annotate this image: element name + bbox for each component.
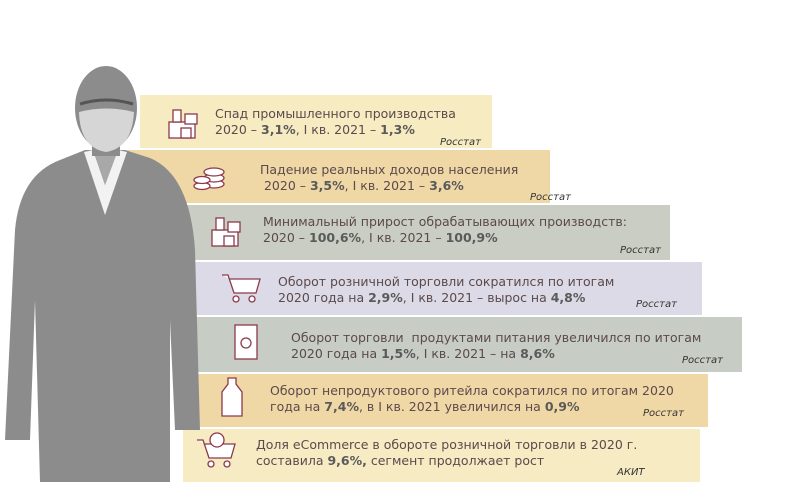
bold-value: 0,9% xyxy=(544,399,580,414)
text-line: 2020 года на 2,9%, I кв. 2021 – вырос на… xyxy=(278,290,585,305)
text-line: Доля eCommerce в обороте розничной торго… xyxy=(256,437,637,452)
text-line: 2020 – 100,6%, I кв. 2021 – 100,9% xyxy=(263,230,498,245)
icon-part xyxy=(221,377,243,417)
text-line: Оборот торговли продуктами питания увели… xyxy=(291,330,701,345)
source: Росстат xyxy=(620,245,661,256)
icon-part xyxy=(223,460,231,468)
text-segment: 2020 – xyxy=(215,122,262,137)
text-segment: Доля eCommerce в обороте розничной торго… xyxy=(256,437,638,452)
text-segment: 2020 – xyxy=(263,230,310,245)
text-segment: , I кв. 2021 – xyxy=(295,122,381,137)
icon-part xyxy=(207,460,215,468)
icon-part xyxy=(180,127,192,139)
icon-part xyxy=(222,274,261,294)
text-segment: Оборот розничной торговли сократился по … xyxy=(278,274,615,289)
bar xyxy=(175,317,742,372)
bold-value: 7,4% xyxy=(324,399,359,414)
icon-part xyxy=(197,439,236,459)
source: Росстат xyxy=(682,355,723,366)
bar xyxy=(183,429,700,482)
bar xyxy=(185,262,702,315)
text-line: Спад промышленного производства xyxy=(215,106,456,121)
text-segment: сегмент продолжает рост xyxy=(366,453,545,468)
text-line: Оборот непродуктового ритейла сократился… xyxy=(270,383,674,398)
icon-part xyxy=(248,295,256,303)
text-line: 2020 – 3,1%, I кв. 2021 – 1,3% xyxy=(215,122,415,137)
text-line: составила 9,6%, сегмент продолжает рост xyxy=(256,453,544,468)
source: Росстат xyxy=(643,408,684,419)
source: Росстат xyxy=(636,299,677,310)
bold-value: 100,6% xyxy=(309,230,362,245)
icon-part xyxy=(227,221,241,233)
bar xyxy=(125,150,550,203)
bold-value: 8,6% xyxy=(520,346,555,361)
text-segment: , I кв. 2021 – на xyxy=(415,346,521,361)
bold-value: 4,8% xyxy=(550,290,586,305)
text-segment: , I кв. 2021 – вырос на xyxy=(402,290,551,305)
icon-part xyxy=(184,113,198,125)
text-segment: Спад промышленного производства xyxy=(215,106,456,121)
text-segment: , в I кв. 2021 увеличился на xyxy=(358,399,545,414)
icon-part xyxy=(223,235,235,247)
text-segment: Оборот торговли продуктами питания увели… xyxy=(291,330,702,345)
source: Росстат xyxy=(440,137,481,148)
bar xyxy=(140,95,492,148)
icon-part xyxy=(203,167,225,177)
bar xyxy=(183,374,708,427)
source: Росстат xyxy=(530,192,571,203)
source: АКИТ xyxy=(617,467,645,478)
icon-part xyxy=(209,432,225,448)
bold-value: 3,6% xyxy=(429,178,464,193)
icon-part xyxy=(240,337,252,349)
text-line: 2020 – 3,5%, I кв. 2021 – 3,6% xyxy=(260,178,464,193)
text-segment: Падение реальных доходов населения xyxy=(260,162,519,177)
bold-value: 1,3% xyxy=(380,122,415,137)
icon-part xyxy=(232,295,240,303)
bold-value: 1,5% xyxy=(381,346,416,361)
text-line: Оборот розничной торговли сократился по … xyxy=(278,274,614,289)
text-segment: 2020 – xyxy=(260,178,310,193)
text-segment: года на xyxy=(270,399,325,414)
bold-value: 2,9% xyxy=(368,290,403,305)
text-segment: Оборот непродуктового ритейла сократился… xyxy=(270,383,674,398)
text-segment: составила xyxy=(256,453,328,468)
text-line: Минимальный прирост обрабатывающих произ… xyxy=(263,214,627,229)
text-line: года на 7,4%, в I кв. 2021 увеличился на… xyxy=(270,399,579,414)
text-segment: 2020 года на xyxy=(278,290,369,305)
text-line: 2020 года на 1,5%, I кв. 2021 – на 8,6% xyxy=(291,346,555,361)
text-segment: , I кв. 2021 – xyxy=(361,230,446,245)
text-segment: 2020 года на xyxy=(291,346,382,361)
text-line: Падение реальных доходов населения xyxy=(260,162,518,177)
text-segment: , I кв. 2021 – xyxy=(344,178,430,193)
bold-value: 3,5% xyxy=(309,178,345,193)
text-segment: Минимальный прирост обрабатывающих произ… xyxy=(263,214,627,229)
bold-value: 100,9% xyxy=(445,230,498,245)
icon-part xyxy=(193,175,211,185)
bold-value: 9,6%, xyxy=(327,453,367,468)
icon-part xyxy=(172,109,182,123)
icon-part xyxy=(215,217,225,231)
bold-value: 3,1% xyxy=(261,122,296,137)
